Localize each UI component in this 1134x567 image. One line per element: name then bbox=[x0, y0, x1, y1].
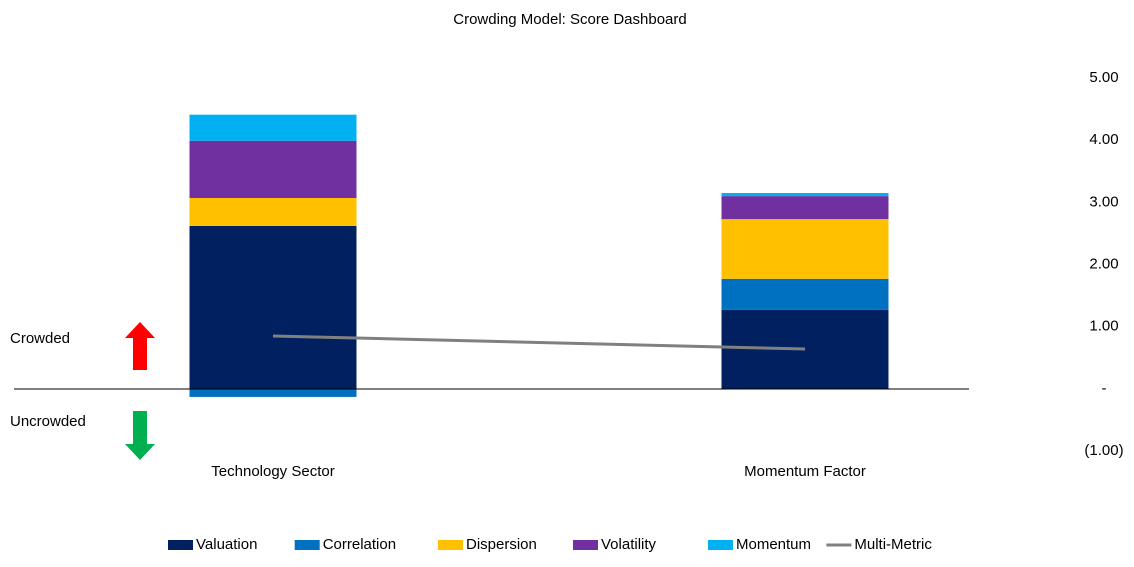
bar-segment bbox=[721, 193, 889, 197]
line-layer bbox=[272, 334, 806, 351]
bar-segment bbox=[189, 388, 357, 397]
x-tick-label: Technology Sector bbox=[211, 463, 334, 480]
x-tick-label: Momentum Factor bbox=[744, 463, 866, 480]
bar-segment bbox=[189, 140, 357, 198]
legend-label: Dispersion bbox=[466, 536, 537, 553]
bar-segment bbox=[721, 309, 889, 389]
legend-swatch bbox=[438, 540, 463, 550]
plot-area bbox=[189, 114, 889, 397]
legend-swatch bbox=[294, 540, 320, 550]
line-series bbox=[272, 334, 806, 351]
y-tick-label: 3.00 bbox=[1089, 193, 1118, 210]
legend-label: Correlation bbox=[323, 536, 396, 553]
legend-swatch bbox=[573, 540, 598, 550]
y-tick-label: 4.00 bbox=[1089, 131, 1118, 148]
bar-segment bbox=[721, 278, 889, 310]
y-tick-label: 2.00 bbox=[1089, 255, 1118, 272]
bar-segment bbox=[189, 225, 357, 389]
legend-label: Valuation bbox=[196, 536, 257, 553]
bar-segment bbox=[721, 196, 889, 220]
legend-label: Volatility bbox=[601, 536, 657, 553]
y-tick-label: 1.00 bbox=[1089, 318, 1118, 335]
annotation: Crowded bbox=[10, 330, 70, 347]
bar-segment bbox=[189, 114, 357, 141]
y-tick-label: 5.00 bbox=[1089, 69, 1118, 86]
y-tick-label: (1.00) bbox=[1084, 442, 1123, 459]
y-tick-label: - bbox=[1102, 380, 1107, 397]
annotation: Uncrowded bbox=[10, 413, 86, 430]
legend-label: Multi-Metric bbox=[854, 536, 932, 553]
legend-swatch bbox=[168, 540, 193, 550]
bar-segment bbox=[721, 219, 889, 279]
bar-segment bbox=[189, 197, 357, 226]
up-arrow bbox=[125, 322, 155, 370]
legend-label: Momentum bbox=[736, 536, 811, 553]
down-arrow bbox=[125, 411, 155, 460]
legend-swatch bbox=[708, 540, 733, 550]
chart-title: Crowding Model: Score Dashboard bbox=[453, 11, 686, 28]
